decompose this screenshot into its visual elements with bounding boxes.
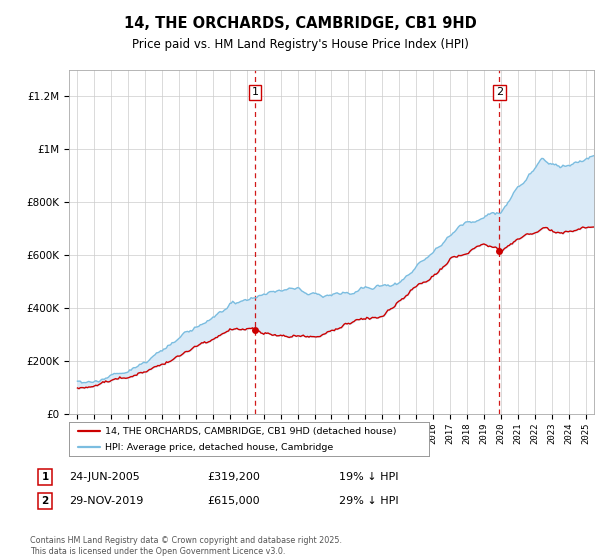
Text: 14, THE ORCHARDS, CAMBRIDGE, CB1 9HD: 14, THE ORCHARDS, CAMBRIDGE, CB1 9HD: [124, 16, 476, 31]
Text: 1: 1: [41, 472, 49, 482]
Text: 14, THE ORCHARDS, CAMBRIDGE, CB1 9HD (detached house): 14, THE ORCHARDS, CAMBRIDGE, CB1 9HD (de…: [105, 427, 397, 436]
Text: Price paid vs. HM Land Registry's House Price Index (HPI): Price paid vs. HM Land Registry's House …: [131, 38, 469, 51]
Text: 29-NOV-2019: 29-NOV-2019: [69, 496, 143, 506]
Text: 2: 2: [496, 87, 503, 97]
Text: £319,200: £319,200: [207, 472, 260, 482]
Text: Contains HM Land Registry data © Crown copyright and database right 2025.
This d: Contains HM Land Registry data © Crown c…: [30, 536, 342, 556]
Text: HPI: Average price, detached house, Cambridge: HPI: Average price, detached house, Camb…: [105, 442, 333, 451]
Text: 1: 1: [251, 87, 259, 97]
Text: 19% ↓ HPI: 19% ↓ HPI: [339, 472, 398, 482]
Text: £615,000: £615,000: [207, 496, 260, 506]
Text: 24-JUN-2005: 24-JUN-2005: [69, 472, 140, 482]
Text: 2: 2: [41, 496, 49, 506]
Text: 29% ↓ HPI: 29% ↓ HPI: [339, 496, 398, 506]
